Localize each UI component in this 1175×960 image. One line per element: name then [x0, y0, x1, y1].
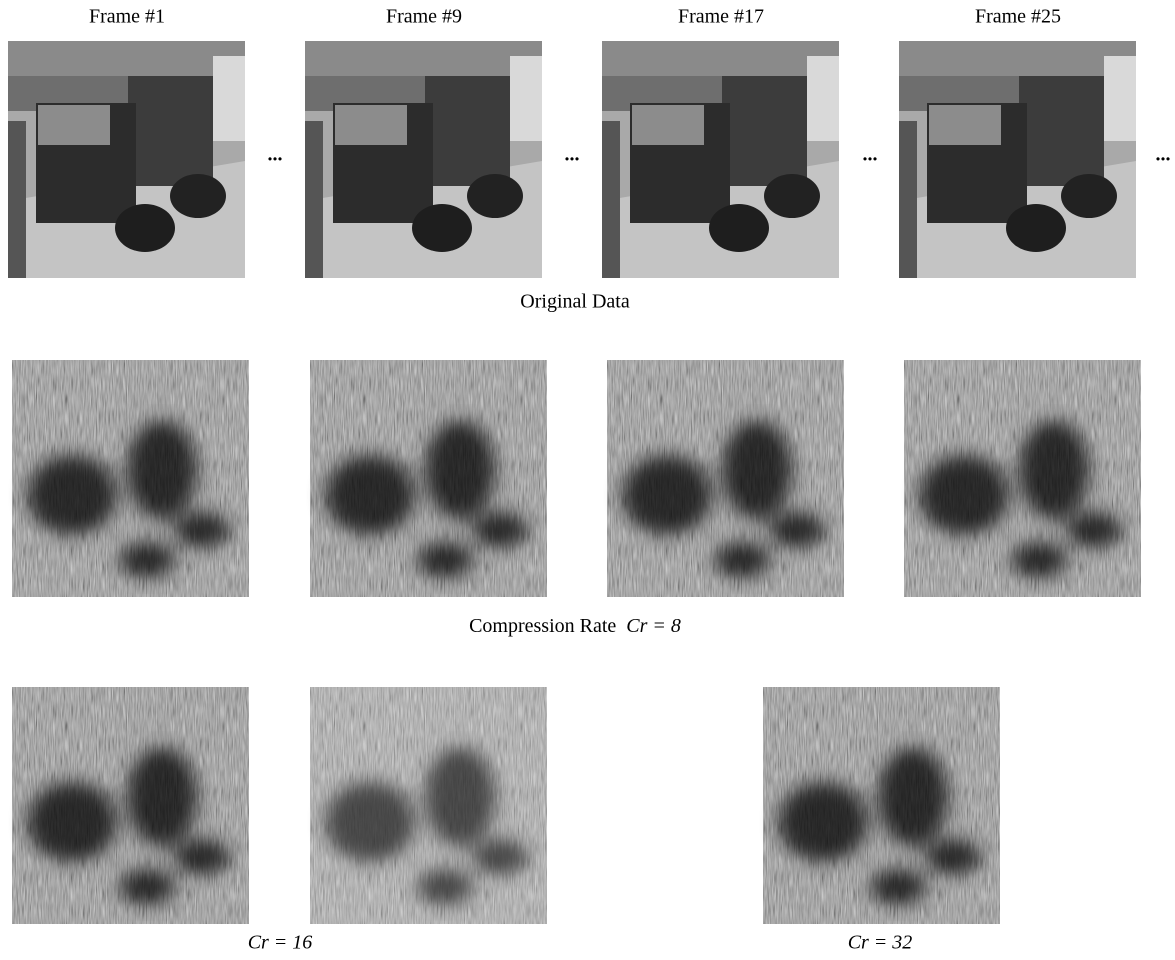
- caption: Cr = 16: [248, 932, 313, 954]
- reconstruction-image: [310, 687, 547, 924]
- caption-text: Compression Rate: [469, 615, 616, 637]
- reconstruction-image: [12, 687, 249, 924]
- ellipsis: ...: [1156, 144, 1171, 166]
- frame-label: Frame #1: [89, 6, 165, 28]
- ellipsis: ...: [268, 144, 283, 166]
- reconstruction-image: [607, 360, 844, 597]
- caption: Cr = 32: [848, 932, 913, 954]
- ellipsis: ...: [863, 144, 878, 166]
- caption: Original Data: [520, 291, 630, 313]
- caption: Compression Rate Cr = 8: [469, 615, 681, 637]
- frame-image: [8, 41, 245, 278]
- frame-label: Frame #25: [975, 6, 1061, 28]
- frame-image: [602, 41, 839, 278]
- reconstruction-image: [12, 360, 249, 597]
- reconstruction-image: [904, 360, 1141, 597]
- reconstruction-image: [763, 687, 1000, 924]
- frame-image: [305, 41, 542, 278]
- caption-math: Cr = 8: [626, 615, 681, 637]
- frame-label: Frame #9: [386, 6, 462, 28]
- frame-image: [899, 41, 1136, 278]
- frame-label: Frame #17: [678, 6, 764, 28]
- page: {"header": {"frames": ["Frame #1", "Fram…: [0, 0, 1175, 960]
- figure: Frame #1 Frame #9 Frame #17 Frame #25 ..…: [0, 0, 1175, 960]
- reconstruction-image: [310, 360, 547, 597]
- ellipsis: ...: [565, 144, 580, 166]
